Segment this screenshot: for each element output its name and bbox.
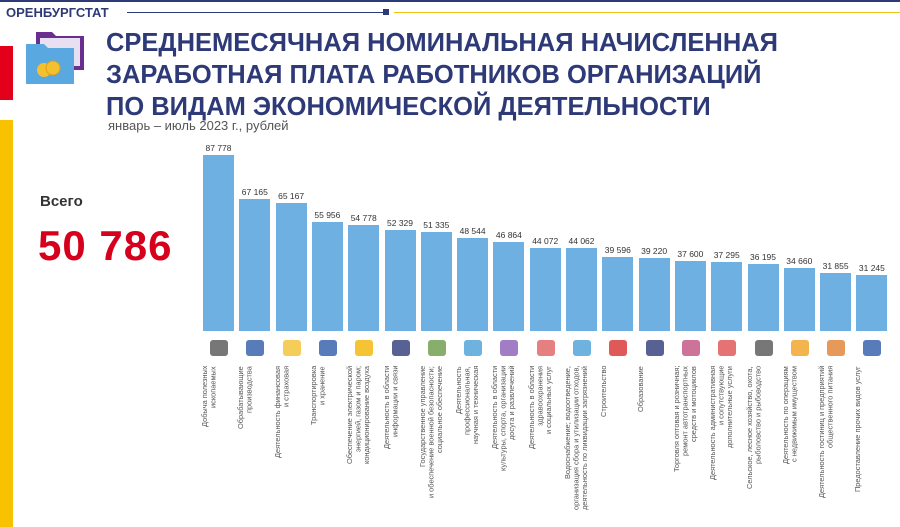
category-label: Добыча полезных ископаемых <box>200 366 218 428</box>
data-label: 52 329 <box>387 218 413 229</box>
communication-icon <box>391 340 410 356</box>
category-label: Деятельность по операциям с недвижимым и… <box>780 366 799 464</box>
data-label: 31 245 <box>858 262 885 273</box>
bar <box>638 257 670 331</box>
energy-icon <box>355 340 374 356</box>
services-icon <box>863 340 882 356</box>
water-icon <box>573 340 591 356</box>
total-label: Всего <box>40 193 83 210</box>
bar <box>529 247 561 331</box>
data-label: 67 165 <box>241 186 268 197</box>
bar <box>783 267 815 331</box>
data-label: 31 855 <box>822 261 849 272</box>
bar <box>384 230 416 331</box>
category-label: Транспортировка и хранение <box>308 366 327 426</box>
data-label: 46 864 <box>495 229 522 240</box>
data-label: 37 295 <box>713 249 740 260</box>
finance-icon <box>282 340 301 356</box>
data-label: 87 778 <box>205 143 232 153</box>
data-label: 44 072 <box>532 235 559 246</box>
bar <box>602 257 634 331</box>
mining-icon <box>210 340 228 356</box>
bar <box>674 261 706 331</box>
data-label: 37 600 <box>677 249 704 260</box>
bar <box>348 224 380 331</box>
culture-icon <box>500 340 519 356</box>
category-label: Деятельность финансовая и страховая <box>272 366 291 458</box>
bar <box>311 222 343 331</box>
category-label: Деятельность гостиниц и предприятий обще… <box>817 366 835 499</box>
administrative-icon <box>718 340 737 356</box>
subtitle: январь – июль 2023 г., рублей <box>108 118 289 133</box>
science-icon <box>464 340 483 356</box>
bar <box>566 247 597 331</box>
data-label: 55 956 <box>314 210 341 221</box>
category-label: Деятельность в области информации и связ… <box>381 366 400 450</box>
top-rule <box>0 0 900 2</box>
category-label: Обеспечение электрической энергией, газо… <box>345 366 372 465</box>
header-rule-yellow <box>394 12 900 13</box>
category-label: Предоставление прочих видов услуг <box>853 366 863 492</box>
defense-icon <box>427 340 446 356</box>
bar <box>856 274 888 331</box>
data-label: 36 195 <box>750 252 776 263</box>
transport-icon <box>318 340 337 356</box>
header-square <box>383 9 389 15</box>
data-label: 39 220 <box>641 245 668 256</box>
category-label: Торговля оптовая и розничная; ремонт авт… <box>671 366 699 473</box>
brand-name: ОРЕНБУРГСТАТ <box>6 5 109 20</box>
category-label: Деятельность административная и сопутств… <box>708 366 735 481</box>
bar <box>747 264 779 331</box>
category-label: Государственное управление и обеспечение… <box>417 366 444 498</box>
bar <box>711 261 743 331</box>
hotel-icon <box>827 340 846 356</box>
category-label: Строительство <box>599 366 609 418</box>
data-label: 48 544 <box>459 226 486 237</box>
page-title: СРЕДНЕМЕСЯЧНАЯ НОМИНАЛЬНАЯ НАЧИСЛЕННАЯ З… <box>106 29 778 121</box>
folder-coins-icon <box>26 32 84 84</box>
data-label: 34 660 <box>786 255 813 266</box>
category-label: Обрабатывающие производства <box>236 366 254 429</box>
bar <box>239 198 271 331</box>
data-label: 51 335 <box>423 220 450 231</box>
trade-icon <box>681 340 700 356</box>
category-label: Образование <box>635 366 645 412</box>
construction-icon <box>609 340 628 356</box>
bar <box>275 202 307 331</box>
category-label: Деятельность в области здравоохранения и… <box>526 366 553 450</box>
total-value: 50 786 <box>38 222 173 269</box>
data-label: 39 596 <box>604 245 631 256</box>
bar <box>457 238 489 331</box>
healthcare-icon <box>536 340 555 356</box>
real-estate-icon <box>790 340 809 356</box>
category-label: Водоснабжение; водоотведение, организаци… <box>563 366 590 511</box>
education-icon <box>645 340 664 356</box>
header-rule <box>127 12 383 13</box>
data-label: 65 167 <box>278 190 305 201</box>
accent-yellow-bar <box>0 120 13 527</box>
manufacturing-icon <box>246 340 265 356</box>
bar <box>493 241 525 331</box>
category-label: Деятельность в области культуры, спорта,… <box>490 366 517 472</box>
data-label: 44 062 <box>568 235 595 246</box>
bar <box>420 232 452 331</box>
category-label: Сельское, лесное хозяйство, охота, рыбол… <box>744 366 763 489</box>
bar <box>203 155 234 331</box>
data-label: 54 778 <box>350 212 377 223</box>
agriculture-icon <box>754 340 773 356</box>
category-label: Деятельность профессиональная, научная и… <box>454 366 481 445</box>
accent-red-bar <box>0 46 13 100</box>
bar <box>820 273 852 331</box>
